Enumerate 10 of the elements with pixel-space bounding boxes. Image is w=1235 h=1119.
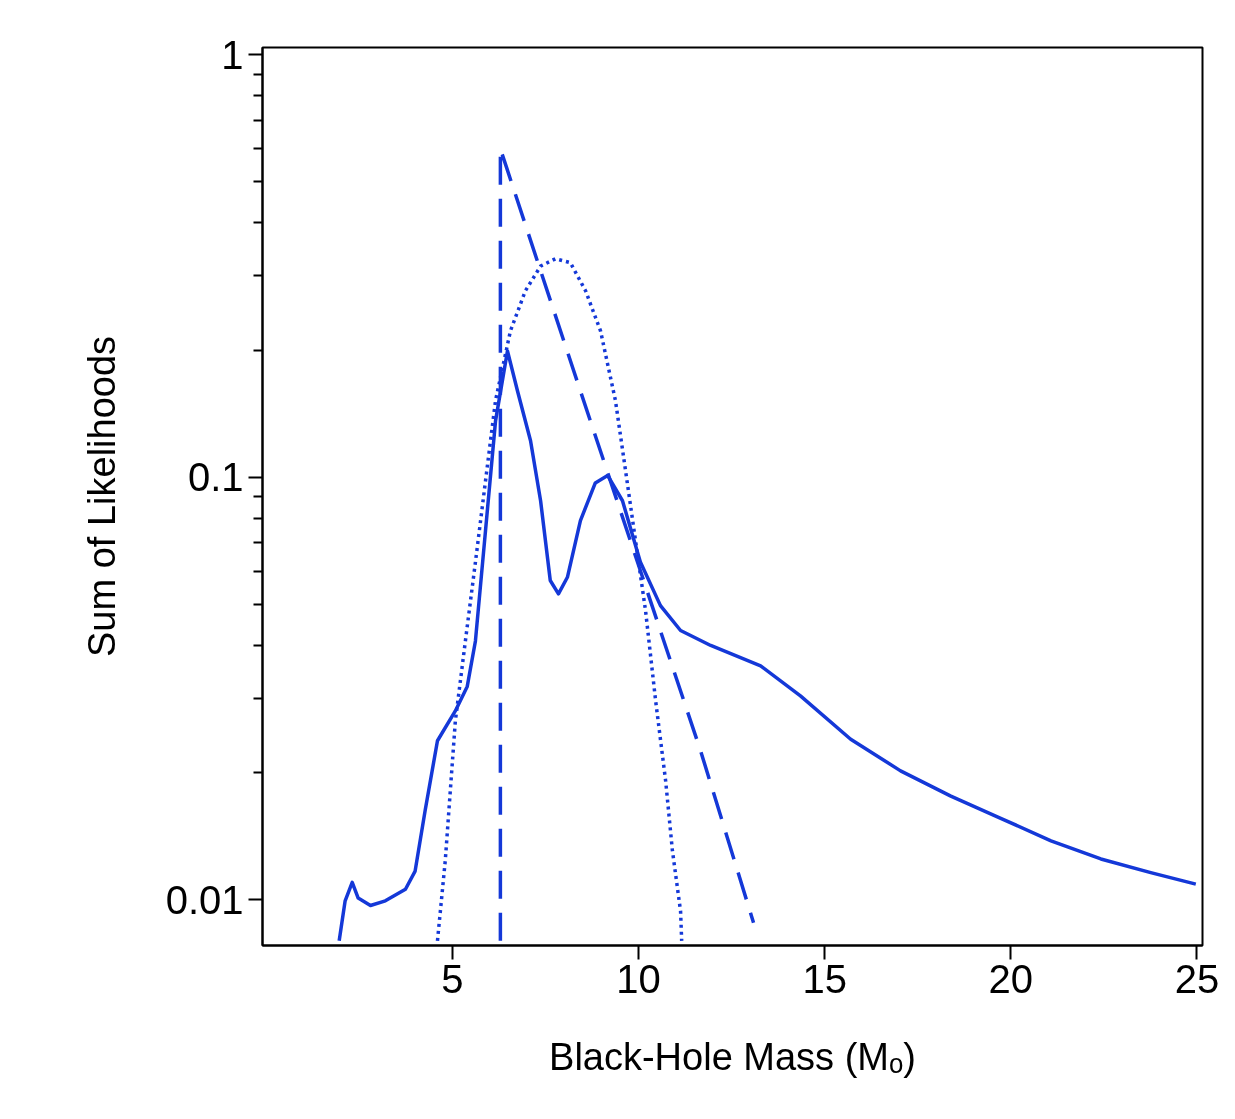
x-tick-label: 10 xyxy=(616,956,661,1001)
y-tick-label: 1 xyxy=(221,32,244,77)
x-tick-label: 5 xyxy=(441,956,464,1001)
y-tick-label: 0.1 xyxy=(187,455,244,500)
y-tick-label: 0.01 xyxy=(165,877,244,922)
x-axis-title: Black-Hole Mass (Mₒ) xyxy=(549,1035,916,1078)
x-tick-label: 25 xyxy=(1174,956,1220,1001)
x-tick-label: 15 xyxy=(802,956,847,1001)
x-tick-label: 20 xyxy=(988,956,1034,1001)
y-axis-title: Sum of Likelihoods xyxy=(80,335,123,658)
